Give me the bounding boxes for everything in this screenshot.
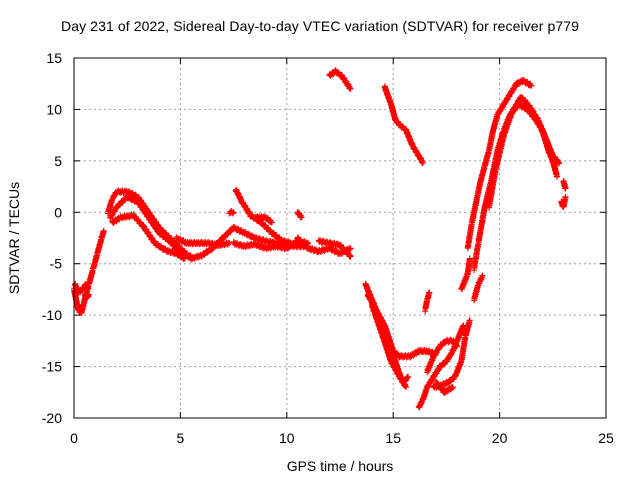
data-points: [71, 67, 569, 411]
x-tick-label: 20: [492, 430, 508, 446]
y-tick-label: 5: [54, 153, 62, 169]
x-tick-label: 15: [385, 430, 401, 446]
y-tick-label: -5: [50, 256, 63, 272]
y-tick-label: 15: [46, 50, 62, 66]
chart-title: Day 231 of 2022, Sidereal Day-to-day VTE…: [61, 18, 579, 34]
axis-ticks: 0 5 10 15 20 25 15 10 5 0 -5 -10 -15 -20: [42, 50, 614, 446]
y-tick-label: -15: [42, 359, 62, 375]
plot-frame: [73, 57, 607, 419]
x-tick-label: 5: [177, 430, 185, 446]
x-tick-label: 0: [70, 430, 78, 446]
y-tick-label: 10: [46, 101, 62, 117]
y-tick-label: -20: [42, 410, 62, 426]
x-axis-label: GPS time / hours: [287, 458, 394, 474]
x-tick-label: 25: [598, 430, 614, 446]
y-tick-label: 0: [54, 204, 62, 220]
y-tick-label: -10: [42, 307, 62, 323]
sdtvar-points: [71, 67, 569, 411]
y-axis-label: SDTVAR / TECUs: [6, 182, 22, 294]
x-tick-label: 10: [279, 430, 295, 446]
